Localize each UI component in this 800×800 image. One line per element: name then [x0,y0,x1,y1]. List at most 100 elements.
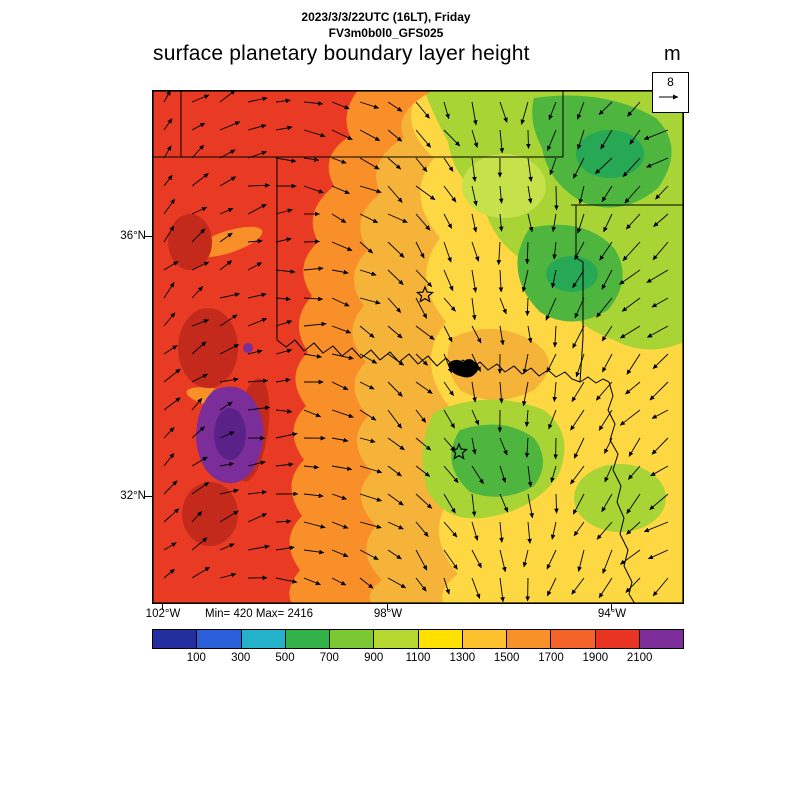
filled-contour-regions [152,90,684,604]
wind-arrow [331,437,349,443]
wind-arrow [522,353,529,375]
wind-arrow [572,493,585,515]
wind-arrow [163,368,181,383]
wind-arrow [522,549,529,568]
wind-arrow [576,101,585,120]
wind-arrow [331,521,349,529]
wind-arrow [471,353,482,372]
wind-arrow [191,144,205,159]
wind-arrow [247,349,263,355]
wind-arrow [443,437,456,452]
wind-arrow [471,325,482,344]
wind-arrow [596,521,613,540]
wind-arrow [415,213,431,231]
colorbar-segment [594,630,639,648]
wind-arrow [415,353,429,366]
wind-arrow [387,325,403,339]
wind-arrow [247,124,267,131]
lon-tickmark-102w [162,604,163,610]
wind-arrow [524,409,530,427]
lat-tickmark-36n [145,236,152,237]
wind-arrow [643,129,669,140]
colorbar-tick-label: 900 [364,652,384,664]
colorbar-segment [461,630,506,648]
wind-arrow [545,297,557,321]
wind-arrow [524,437,530,458]
wind-arrow [603,437,613,454]
wind-arrow [443,409,455,429]
wind-arrow [191,566,211,579]
wind-arrow [219,90,236,103]
wind-arrow [527,493,534,519]
fill-green-patch-se [574,464,666,532]
wind-arrow [575,353,585,378]
wind-arrow [496,241,502,266]
wind-arrow [499,437,508,456]
wind-arrow [331,465,353,471]
colorbar-segment [153,630,197,648]
wind-arrow [527,213,534,233]
wind-arrow [552,241,557,260]
wind-arrow [275,296,291,302]
wind-arrow [331,409,354,418]
wind-arrow [359,437,376,444]
wind-arrow [191,228,206,243]
wind-arrow [247,96,268,103]
wind-arrow [275,462,294,467]
wind-arrow [191,537,208,551]
wind-arrow [219,121,241,131]
wind-arrow [471,213,478,233]
wind-arrow [387,101,403,112]
wind-arrow [359,213,379,224]
wind-arrow [303,577,321,586]
wind-arrow [275,519,292,524]
wind-reference-value: 8 [667,75,674,89]
wind-arrow [331,297,350,307]
min-max-readout: Min= 420 Max= 2416 [205,608,314,620]
wind-arrow [527,465,533,488]
wind-arrow [191,173,209,187]
wind-arrow [498,213,504,232]
wind-arrow [577,213,585,234]
wind-arrow [554,185,559,211]
wind-arrow [624,185,641,204]
colorbar-tick-label: 1500 [493,652,520,664]
wind-arrow [443,465,459,483]
wind-arrow [303,493,324,498]
colorbar-tick-label: 1700 [538,652,564,664]
wind-arrow [415,157,428,172]
wind-arrow [647,549,669,560]
wind-arrow [471,521,479,541]
wind-arrow [331,577,347,586]
wind-arrow [387,549,402,560]
wind-arrow [603,213,613,233]
wind-arrow [499,101,508,123]
wind-arrow [499,325,505,346]
wind-arrow [573,157,585,179]
wind-arrow [219,543,235,551]
wind-arrow [163,568,175,579]
wind-arrow [191,481,210,495]
wind-arrow [247,460,266,467]
wind-arrow [527,185,533,204]
colorbar-segment [638,630,683,648]
wind-arrow [471,437,477,455]
wind-arrow [191,261,210,271]
wind-arrow [471,577,481,599]
wind-arrow [163,542,177,551]
wind-arrow [247,405,271,411]
wind-arrow [247,513,268,523]
wind-arrow [303,409,322,418]
wind-arrow [571,577,585,595]
wind-arrow [163,225,175,243]
wind-arrow [499,129,505,154]
wind-arrow [598,101,613,116]
wind-arrow [359,129,381,142]
wind-arrow [549,157,557,176]
wind-arrow [275,125,293,131]
wind-arrow [163,118,173,131]
wind-arrow [499,465,507,483]
wind-arrow [415,241,425,259]
wind-arrow [594,157,613,175]
wind-arrow [163,452,175,467]
